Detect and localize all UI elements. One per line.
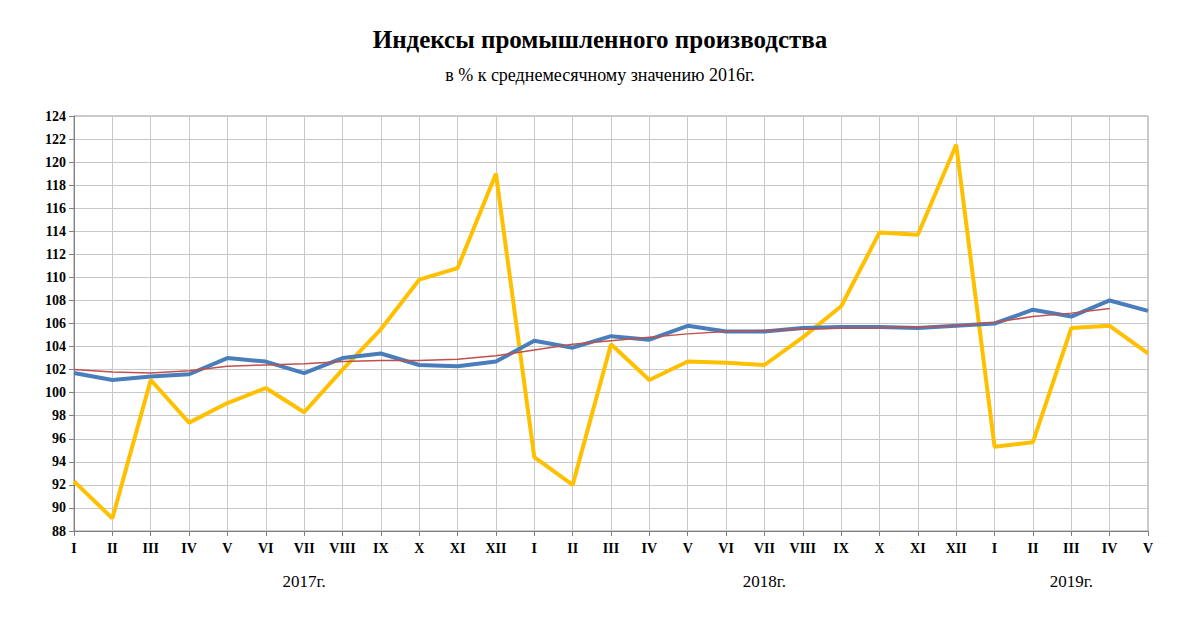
svg-text:VII: VII	[294, 541, 315, 556]
svg-text:120: 120	[45, 155, 66, 170]
svg-text:IV: IV	[642, 541, 658, 556]
svg-text:III: III	[603, 541, 619, 556]
svg-text:114: 114	[46, 224, 66, 239]
svg-text:в % к среднемесячному значению: в % к среднемесячному значению 2016г.	[445, 65, 755, 85]
svg-text:124: 124	[45, 109, 66, 124]
svg-text:106: 106	[45, 316, 66, 331]
svg-text:X: X	[414, 541, 424, 556]
svg-text:II: II	[1027, 541, 1038, 556]
svg-text:2019г.: 2019г.	[1050, 572, 1093, 591]
svg-text:110: 110	[46, 270, 66, 285]
svg-text:V: V	[1143, 541, 1153, 556]
svg-text:94: 94	[52, 454, 66, 469]
svg-text:V: V	[222, 541, 232, 556]
svg-text:2018г.: 2018г.	[743, 572, 786, 591]
svg-text:98: 98	[52, 408, 66, 423]
svg-text:116: 116	[46, 201, 66, 216]
svg-text:102: 102	[45, 362, 66, 377]
svg-text:V: V	[683, 541, 693, 556]
svg-text:92: 92	[52, 477, 66, 492]
svg-text:88: 88	[52, 524, 66, 539]
svg-text:I: I	[71, 541, 76, 556]
svg-text:IX: IX	[833, 541, 849, 556]
svg-text:XII: XII	[485, 541, 506, 556]
svg-text:VI: VI	[258, 541, 274, 556]
svg-text:122: 122	[45, 132, 66, 147]
svg-text:XI: XI	[450, 541, 466, 556]
svg-text:2017г.: 2017г.	[282, 572, 325, 591]
svg-text:II: II	[107, 541, 118, 556]
svg-text:118: 118	[46, 178, 66, 193]
svg-text:90: 90	[52, 500, 66, 515]
svg-text:VI: VI	[718, 541, 734, 556]
svg-text:IV: IV	[1102, 541, 1118, 556]
svg-text:XII: XII	[946, 541, 967, 556]
svg-text:I: I	[992, 541, 997, 556]
svg-text:III: III	[143, 541, 159, 556]
svg-text:XI: XI	[910, 541, 926, 556]
svg-text:III: III	[1063, 541, 1079, 556]
svg-text:IV: IV	[181, 541, 197, 556]
svg-text:VIII: VIII	[329, 541, 355, 556]
svg-text:VIII: VIII	[790, 541, 816, 556]
svg-text:VII: VII	[754, 541, 775, 556]
svg-text:I: I	[532, 541, 537, 556]
svg-text:IX: IX	[373, 541, 389, 556]
svg-text:100: 100	[45, 385, 66, 400]
svg-text:Индексы промышленного производ: Индексы промышленного производства	[373, 26, 828, 53]
svg-text:X: X	[874, 541, 884, 556]
svg-text:104: 104	[45, 339, 66, 354]
svg-text:96: 96	[52, 431, 66, 446]
svg-text:112: 112	[46, 247, 66, 262]
svg-text:108: 108	[45, 293, 66, 308]
svg-text:II: II	[567, 541, 578, 556]
